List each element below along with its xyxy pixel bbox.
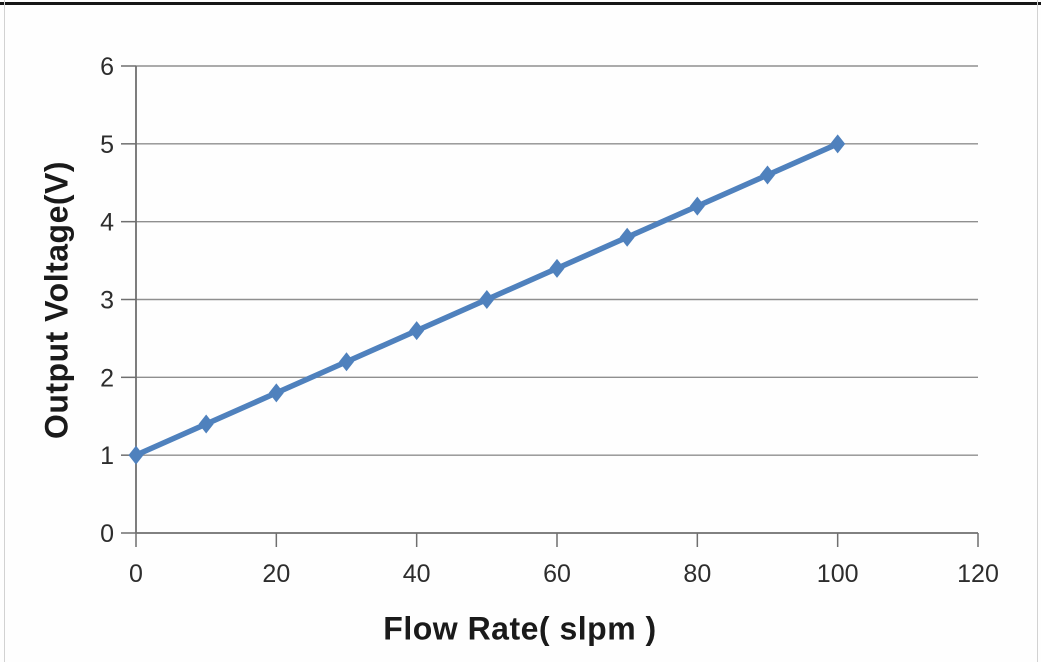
x-tick-label: 80 bbox=[683, 560, 711, 588]
right-edge-line bbox=[1037, 0, 1038, 662]
left-edge-line bbox=[4, 0, 5, 662]
y-tick-label: 1 bbox=[100, 442, 114, 470]
data-point-marker bbox=[409, 321, 425, 341]
y-tick-label: 5 bbox=[100, 131, 114, 159]
top-border-line bbox=[0, 2, 1041, 5]
x-tick-label: 100 bbox=[817, 560, 859, 588]
y-tick-label: 0 bbox=[100, 520, 114, 548]
data-point-marker bbox=[268, 383, 284, 403]
y-tick-label: 6 bbox=[100, 53, 114, 81]
data-point-marker bbox=[198, 414, 214, 434]
y-tick-label: 2 bbox=[100, 364, 114, 392]
y-tick-label: 4 bbox=[100, 209, 114, 237]
x-axis-title: Flow Rate( slpm ) bbox=[383, 610, 657, 647]
data-point-marker bbox=[479, 290, 495, 309]
x-tick-label: 60 bbox=[543, 560, 571, 588]
data-point-marker bbox=[689, 196, 705, 216]
y-axis-title: Output Voltage(V) bbox=[38, 160, 75, 440]
data-point-marker bbox=[549, 258, 565, 278]
data-point-marker bbox=[339, 352, 354, 372]
x-tick-label: 40 bbox=[403, 560, 431, 588]
y-tick-label: 3 bbox=[100, 287, 114, 315]
x-tick-label: 120 bbox=[957, 560, 999, 588]
data-point-marker bbox=[128, 445, 144, 465]
x-tick-label: 0 bbox=[129, 560, 143, 588]
data-point-marker bbox=[830, 134, 846, 154]
x-tick-label: 20 bbox=[262, 560, 290, 588]
data-point-marker bbox=[619, 227, 635, 247]
data-point-marker bbox=[760, 165, 775, 185]
